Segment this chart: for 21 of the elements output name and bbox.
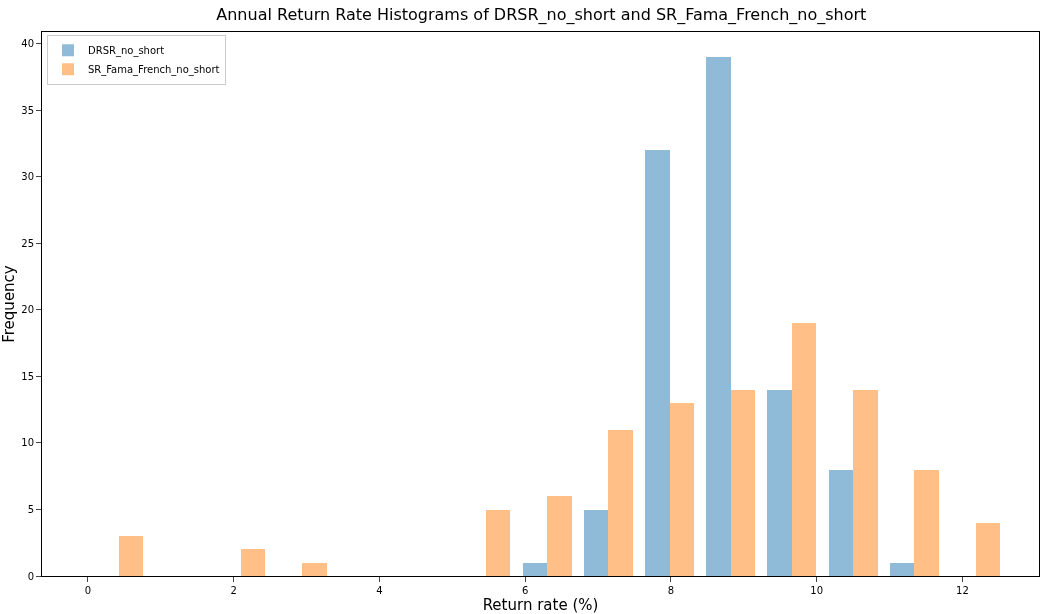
y-tick-label: 40 xyxy=(21,38,34,50)
y-tick-label: 15 xyxy=(21,370,34,382)
x-axis-title: Return rate (%) xyxy=(482,596,599,614)
x-tick-label: 4 xyxy=(376,585,383,596)
legend-label: SR_Fama_French_no_short xyxy=(87,64,220,77)
chart-title: Annual Return Rate Histograms of DRSR_no_short and SR_Fama_French_no_short xyxy=(216,5,867,26)
y-tick-label: 5 xyxy=(27,504,34,515)
y-tick-label: 30 xyxy=(21,171,34,183)
x-tick-label: 12 xyxy=(956,585,969,596)
x-tick-label: 8 xyxy=(667,585,675,596)
y-tick-label: 10 xyxy=(21,437,34,449)
y-tick-label: 20 xyxy=(21,304,34,316)
x-tick-label: 2 xyxy=(230,585,237,596)
x-tick-label: 0 xyxy=(84,585,92,596)
y-tick-label: 0 xyxy=(27,570,34,582)
y-tick-label: 25 xyxy=(21,237,34,249)
y-axis-title: Frequency xyxy=(0,265,18,343)
x-tick-label: 6 xyxy=(522,585,529,596)
y-tick-label: 35 xyxy=(21,104,34,116)
legend-label: DRSR_no_short xyxy=(87,45,165,58)
x-tick-label: 10 xyxy=(810,585,824,596)
